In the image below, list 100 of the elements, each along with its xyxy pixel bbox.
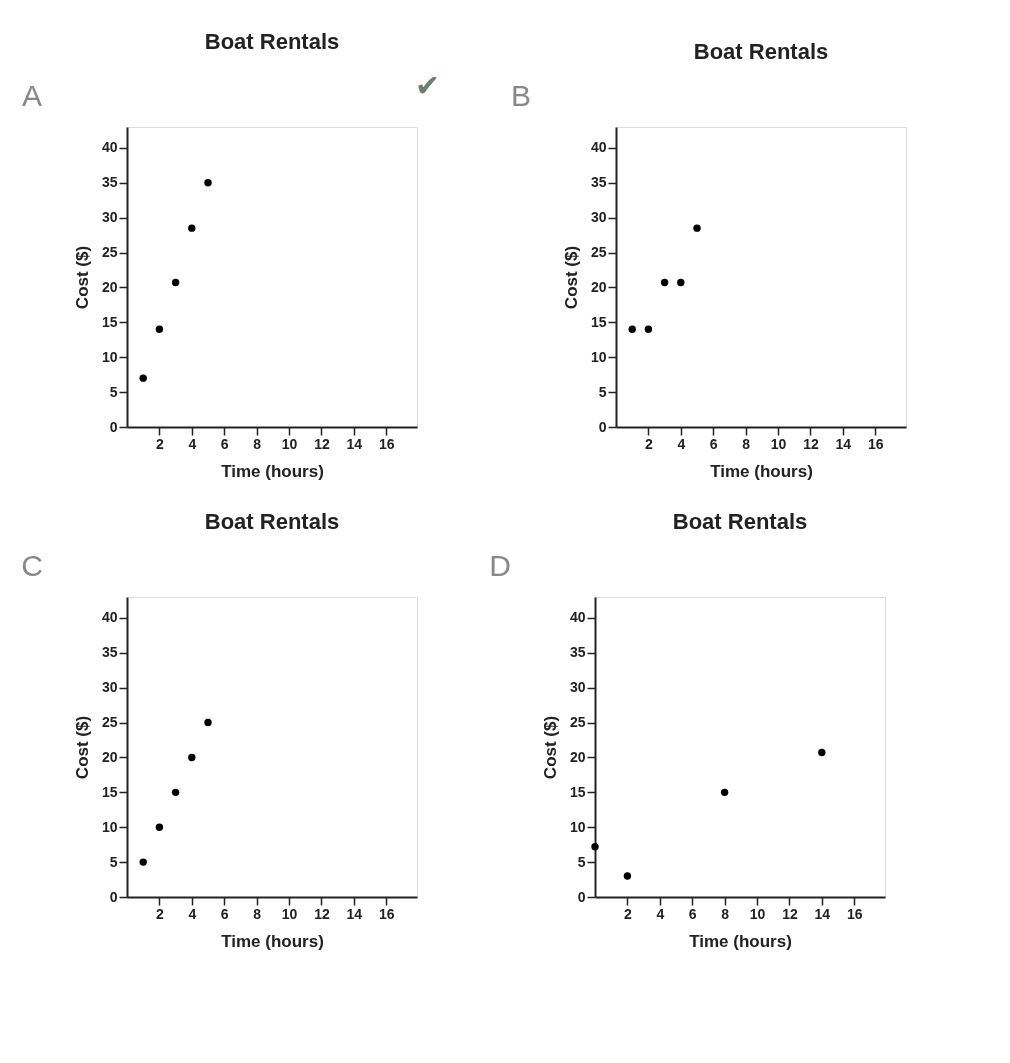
y-tick-label: 30: [569, 679, 586, 696]
y-tick-label: 40: [101, 609, 118, 626]
y-tick-label: 30: [590, 209, 607, 226]
y-tick-label: 25: [101, 714, 118, 731]
x-tick-label: 14: [346, 905, 363, 922]
x-tick-label: 8: [721, 905, 730, 922]
x-tick-label: 2: [624, 905, 632, 922]
y-tick-label: 10: [101, 818, 118, 835]
y-tick-label: 0: [109, 418, 118, 435]
x-tick-label: 12: [803, 435, 819, 452]
point: [628, 325, 636, 334]
x-tick-label: 16: [378, 435, 395, 452]
y-tick-label: 35: [590, 174, 607, 191]
text: B: [510, 79, 532, 112]
x-tick-label: 16: [378, 905, 395, 922]
point: [155, 823, 164, 831]
point: [171, 278, 180, 287]
x-tick-label: 6: [220, 435, 229, 452]
y-tick-label: 0: [598, 418, 607, 435]
y-tick-label: 5: [577, 853, 586, 870]
y-tick-label: 30: [101, 679, 118, 696]
point: [139, 858, 147, 866]
y-tick-label: 20: [569, 748, 586, 765]
y-tick-label: 25: [569, 714, 586, 731]
x-tick-label: 10: [281, 905, 298, 922]
y-tick-label: 10: [590, 348, 607, 365]
y-tick-label: 15: [101, 313, 118, 330]
point: [660, 278, 669, 287]
x-tick-label: 4: [188, 435, 197, 452]
x-tick-label: 14: [814, 905, 831, 922]
y-tick-label: 20: [101, 748, 118, 765]
point: [188, 224, 196, 232]
y-tick-label: 35: [101, 174, 118, 191]
x-tick-label: 12: [782, 905, 798, 922]
point: [591, 843, 599, 851]
y-tick-label: 10: [569, 818, 586, 835]
point: [171, 788, 180, 797]
x-tick-label: 6: [709, 435, 718, 452]
y-axis-title: Cost ($): [561, 245, 581, 310]
x-axis-title: Time (hours): [710, 461, 813, 481]
y-tick-label: 15: [590, 313, 607, 330]
point: [720, 788, 729, 797]
text: D: [489, 549, 511, 582]
chart-title: Boat Rentals: [204, 29, 340, 54]
x-tick-label: 14: [346, 435, 363, 452]
text: ✔: [414, 69, 440, 102]
y-tick-label: 5: [109, 853, 118, 870]
x-tick-label: 6: [688, 905, 697, 922]
y-tick-label: 0: [577, 888, 586, 905]
y-tick-label: 5: [598, 383, 607, 400]
y-tick-label: 15: [101, 783, 118, 800]
x-tick-label: 10: [770, 435, 787, 452]
x-tick-label: 2: [156, 905, 164, 922]
x-tick-label: 6: [220, 905, 229, 922]
y-tick-label: 40: [590, 139, 607, 156]
x-tick-label: 12: [314, 435, 330, 452]
y-tick-label: 40: [101, 139, 118, 156]
point: [818, 748, 826, 757]
x-tick-label: 8: [742, 435, 751, 452]
y-tick-label: 20: [590, 278, 607, 295]
point: [204, 179, 212, 187]
x-axis-title: Time (hours): [221, 931, 324, 951]
x-tick-label: 16: [867, 435, 884, 452]
y-tick-label: 15: [569, 783, 586, 800]
y-tick-label: 5: [109, 383, 118, 400]
x-tick-label: 14: [835, 435, 852, 452]
x-tick-label: 4: [656, 905, 665, 922]
y-tick-label: 30: [101, 209, 118, 226]
chart-title: Boat Rentals: [204, 509, 340, 534]
y-tick-label: 25: [101, 244, 118, 261]
y-tick-label: 0: [109, 888, 118, 905]
y-tick-label: 25: [590, 244, 607, 261]
y-axis-title: Cost ($): [72, 715, 92, 780]
x-tick-label: 4: [677, 435, 686, 452]
y-tick-label: 35: [101, 644, 118, 661]
point: [693, 224, 701, 232]
point: [188, 753, 196, 762]
chart-title: Boat Rentals: [693, 39, 829, 64]
point: [139, 374, 147, 382]
point: [677, 278, 685, 287]
y-tick-label: 35: [569, 644, 586, 661]
x-tick-label: 16: [846, 905, 863, 922]
x-tick-label: 2: [645, 435, 653, 452]
point: [155, 325, 164, 334]
x-tick-label: 8: [253, 905, 262, 922]
y-tick-label: 20: [101, 278, 118, 295]
point: [204, 718, 212, 727]
y-axis-title: Cost ($): [72, 245, 92, 310]
x-tick-label: 8: [253, 435, 262, 452]
text: C: [21, 549, 43, 582]
x-tick-label: 4: [188, 905, 197, 922]
point: [623, 872, 632, 880]
point: [644, 325, 653, 334]
y-tick-label: 40: [569, 609, 586, 626]
y-tick-label: 10: [101, 348, 118, 365]
x-tick-label: 12: [314, 905, 330, 922]
y-axis-title: Cost ($): [540, 715, 560, 780]
chart-title: Boat Rentals: [672, 509, 808, 534]
x-tick-label: 10: [281, 435, 298, 452]
x-axis-title: Time (hours): [689, 931, 792, 951]
